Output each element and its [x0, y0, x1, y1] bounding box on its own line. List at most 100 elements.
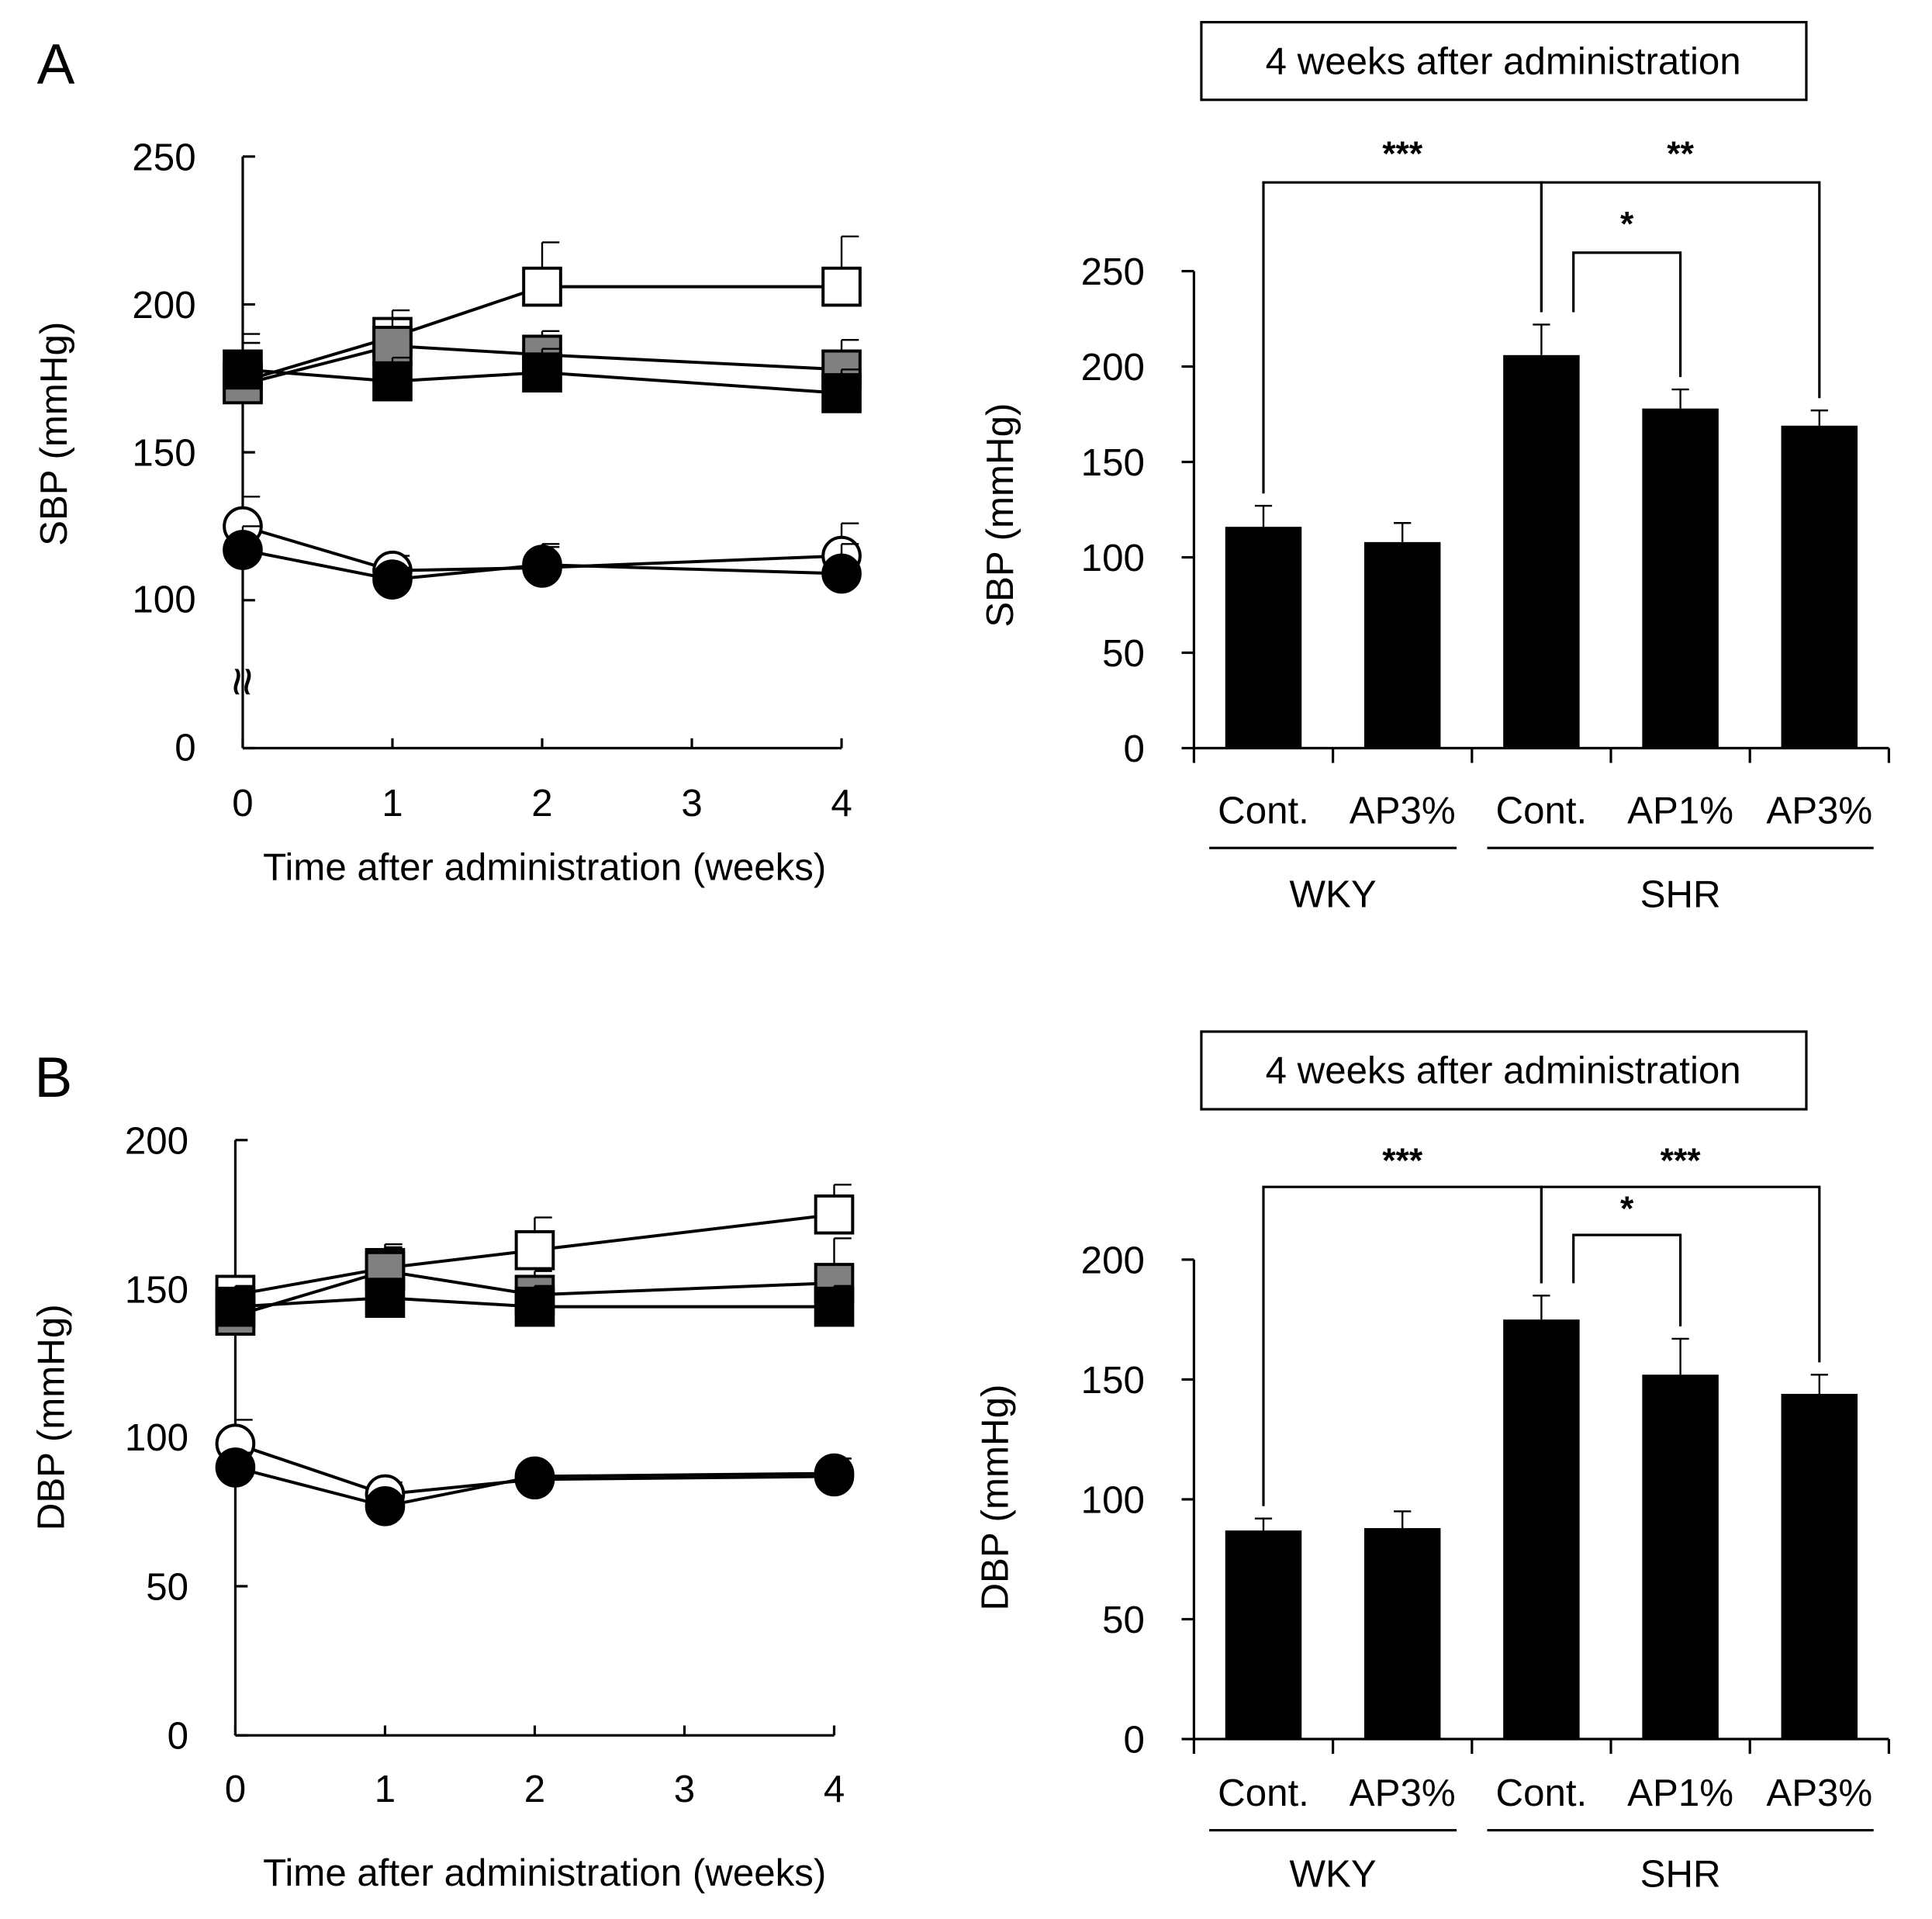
y-tick-label: 100 — [132, 579, 195, 621]
group-label: SHR — [1640, 873, 1721, 915]
y-tick-label: 0 — [168, 1715, 188, 1758]
significance-label: *** — [1382, 135, 1423, 173]
y-tick-label: 250 — [1081, 251, 1145, 293]
y-tick-label: 200 — [132, 284, 195, 327]
bar — [1363, 1528, 1441, 1740]
series-line — [242, 524, 842, 572]
data-point — [365, 1278, 406, 1318]
data-point — [522, 352, 562, 393]
category-label: Cont. — [1496, 1772, 1588, 1814]
significance-bracket: *** — [1540, 1142, 1821, 1363]
series-line — [235, 1212, 835, 1297]
y-tick-label: 50 — [146, 1565, 188, 1608]
a-bar-ylabel: SBP (mmHg) — [979, 403, 1021, 628]
series-shr-ap3- — [215, 1278, 855, 1327]
category-label: AP3% — [1766, 1772, 1872, 1814]
category-label: AP3% — [1766, 789, 1872, 832]
title-box-a-text: 4 weeks after administration — [1266, 40, 1741, 82]
y-tick-label: 150 — [1081, 1359, 1145, 1402]
x-tick-label: 4 — [824, 1768, 845, 1810]
chart-b-line: 0 50 100 150 200 0 1 2 3 4 — [125, 1119, 855, 1810]
y-tick-label: 150 — [1081, 441, 1145, 484]
y-tick-label: 0 — [175, 726, 195, 769]
series-line — [234, 1442, 835, 1496]
significance-label: *** — [1382, 1142, 1423, 1180]
x-tick-label: 0 — [232, 782, 253, 825]
category-label: AP1% — [1627, 789, 1733, 832]
x-tick-label: 2 — [524, 1768, 545, 1810]
y-tick-label: 100 — [1081, 1478, 1145, 1521]
data-point — [514, 1456, 555, 1497]
data-point — [372, 559, 413, 600]
series-line — [242, 344, 842, 386]
bar — [1781, 425, 1858, 749]
bar — [1503, 1319, 1580, 1740]
axis-break-mark: ≈ — [214, 667, 271, 696]
series-wky-ap3- — [223, 525, 862, 600]
title-box-a: 4 weeks after administration — [1200, 21, 1808, 102]
group-label: WKY — [1290, 1853, 1377, 1896]
x-tick-label: 3 — [681, 782, 702, 825]
data-point — [215, 1447, 256, 1488]
panel-label-a: A — [37, 33, 75, 96]
b-bar-ylabel: DBP (mmHg) — [974, 1385, 1017, 1611]
series-line — [235, 1296, 835, 1309]
b-line-xlabel: Time after administration (weeks) — [263, 1852, 826, 1894]
y-tick-label: 100 — [1081, 537, 1145, 579]
group-label: SHR — [1640, 1853, 1721, 1896]
category-label: Cont. — [1218, 1772, 1309, 1814]
series-line — [242, 368, 842, 395]
y-tick-label: 250 — [132, 136, 195, 178]
bracket-line — [1262, 1185, 1543, 1506]
y-tick-label: 50 — [1102, 1599, 1145, 1641]
data-point — [223, 349, 263, 390]
series-line — [234, 1269, 835, 1318]
series-wky-ap3- — [215, 1447, 855, 1527]
y-tick-label: 50 — [1102, 632, 1145, 675]
data-point — [514, 1286, 555, 1327]
bracket-line — [1540, 1185, 1821, 1363]
bracket-line — [1262, 181, 1543, 494]
chart-a-line: 0 100 150 200 250 0 1 2 3 4 ≈ — [132, 136, 862, 825]
x-tick-label: 0 — [225, 1768, 246, 1810]
y-tick-label: 100 — [125, 1416, 188, 1459]
bar — [1503, 354, 1580, 749]
category-label: AP1% — [1627, 1772, 1733, 1814]
category-label: Cont. — [1496, 789, 1588, 832]
x-tick-label: 2 — [531, 782, 552, 825]
data-point — [514, 1229, 555, 1271]
significance-label: * — [1620, 205, 1634, 243]
series-line — [234, 1465, 835, 1508]
significance-bracket: * — [1572, 205, 1682, 378]
data-point — [821, 553, 862, 594]
category-label: AP3% — [1350, 1772, 1456, 1814]
x-tick-label: 3 — [674, 1768, 695, 1810]
data-point — [814, 1194, 855, 1235]
bracket-line — [1572, 251, 1682, 378]
bar — [1642, 408, 1719, 749]
significance-label: *** — [1661, 1142, 1702, 1180]
significance-label: ** — [1667, 135, 1694, 173]
panel-label-b: B — [34, 1046, 72, 1109]
bar — [1642, 1374, 1719, 1740]
significance-bracket: * — [1572, 1190, 1682, 1327]
y-tick-label: 150 — [125, 1269, 188, 1312]
data-point — [821, 266, 862, 307]
chart-b-bar: 0 50 100 150 200 Cont. AP3% Cont. AP1% AP3% WKY SHR… — [1081, 1142, 1890, 1896]
bar — [1225, 1530, 1302, 1740]
significance-bracket: *** — [1262, 135, 1543, 494]
data-point — [215, 1286, 256, 1327]
bar — [1225, 527, 1302, 749]
data-point — [365, 1485, 406, 1527]
bar — [1781, 1393, 1858, 1740]
x-tick-label: 1 — [375, 1768, 396, 1810]
y-tick-label: 200 — [1081, 1239, 1145, 1281]
category-label: AP3% — [1350, 789, 1456, 832]
series-shr-ap3- — [223, 341, 862, 413]
significance-label: * — [1620, 1190, 1634, 1228]
data-point — [814, 1286, 855, 1327]
y-tick-label: 0 — [1123, 728, 1144, 770]
data-point — [522, 266, 562, 307]
series-line — [242, 548, 842, 582]
